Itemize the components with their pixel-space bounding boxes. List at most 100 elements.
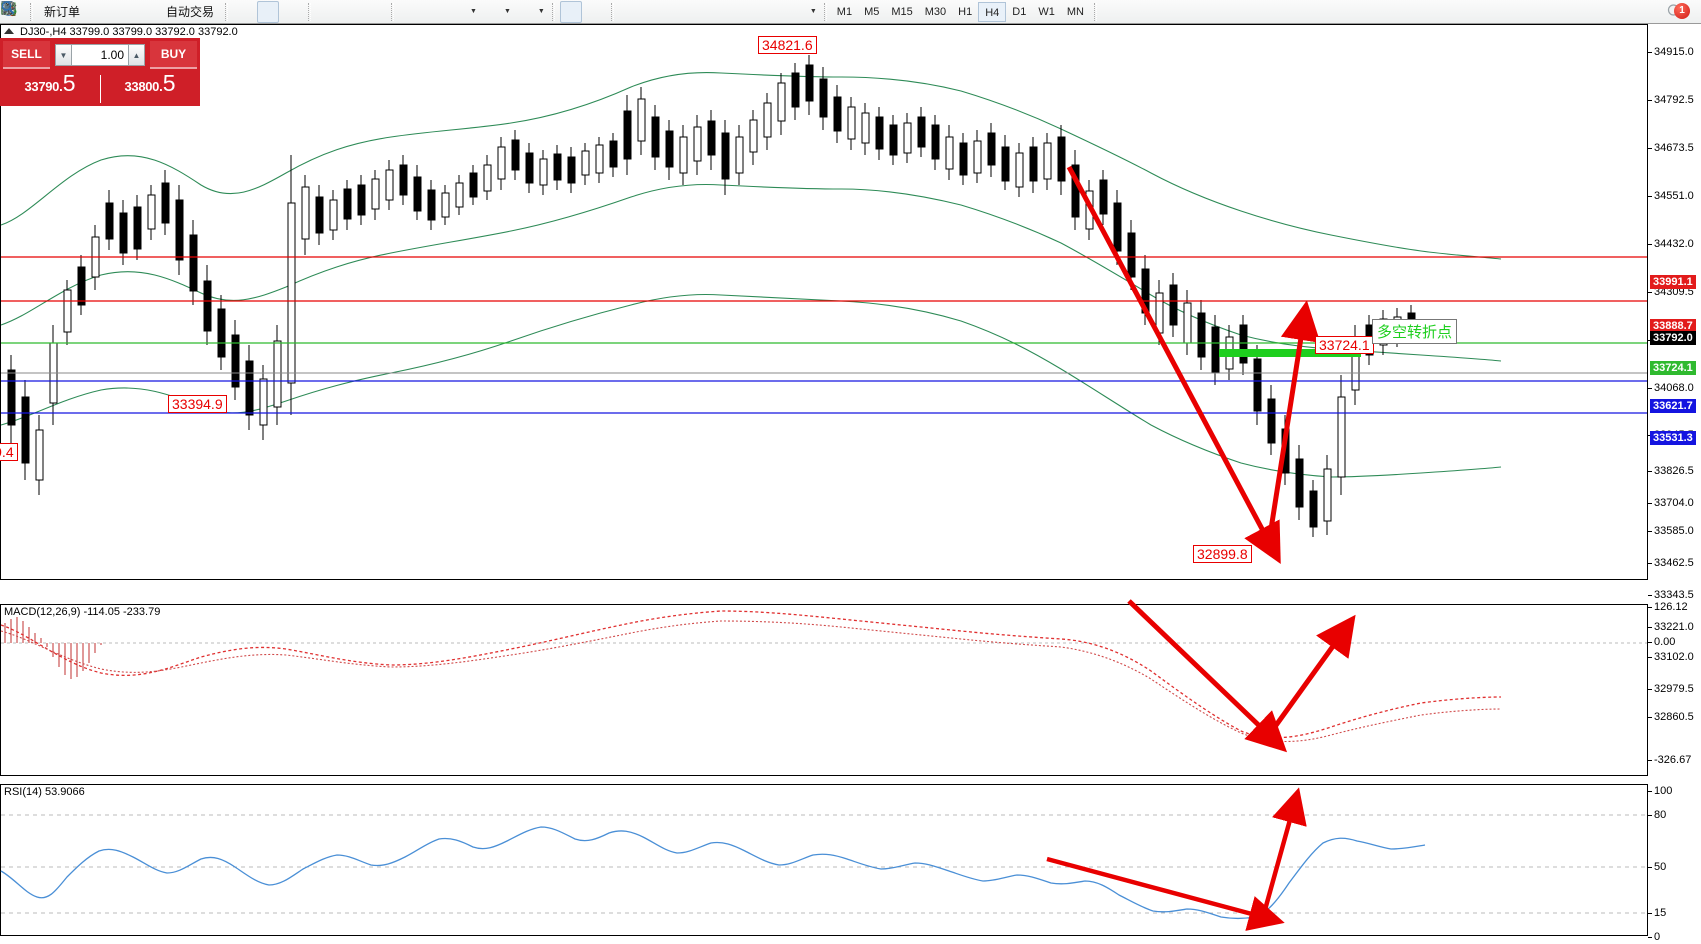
- rsi-uptrend-arrow: [1260, 787, 1307, 918]
- zoom-in-icon[interactable]: [1, 1, 338, 23]
- price-tick: 32979.5: [1648, 683, 1694, 695]
- timeframe-m30[interactable]: M30: [924, 5, 947, 18]
- search-icon[interactable]: [1, 1, 1650, 23]
- trendline-tool-icon[interactable]: [2, 1, 689, 23]
- objects-tool-icon[interactable]: [3, 1, 809, 23]
- macd-chart-svg: [0, 599, 1647, 753]
- price-label-33621[interactable]: 33621.7: [1650, 399, 1696, 413]
- symbol-ohlc-label: DJ30-,H4 33799.0 33799.0 33792.0 33792.0: [20, 26, 238, 38]
- vertical-line-tool-icon[interactable]: [7, 1, 641, 23]
- macd-label: MACD(12,26,9) -114.05 -233.79: [4, 606, 161, 618]
- buy-button[interactable]: BUY: [150, 41, 197, 69]
- timeframe-w1[interactable]: W1: [1038, 5, 1055, 18]
- annotation-33724[interactable]: 33724.1: [1315, 336, 1374, 354]
- horizontal-line-tool-icon[interactable]: [2, 1, 665, 23]
- lot-decrease-button[interactable]: ▼: [55, 44, 72, 66]
- lot-increase-button[interactable]: ▲: [128, 44, 145, 66]
- cursor-tool-icon[interactable]: [4, 0, 582, 23]
- navigator-icon[interactable]: [1, 1, 158, 23]
- price-tick: 34551.0: [1648, 190, 1694, 202]
- price-tick: 34915.0: [1648, 46, 1694, 58]
- macd-pane[interactable]: MACD(12,26,9) -114.05 -233.79: [0, 599, 1648, 776]
- autotrading-label: 自动交易: [166, 5, 215, 19]
- timeframe-m5[interactable]: M5: [864, 5, 880, 18]
- price-tick: 34673.5: [1648, 142, 1694, 154]
- autotrading-button[interactable]: 自动交易: [1, 1, 220, 23]
- terminal-icon[interactable]: [0, 1, 110, 23]
- buy-price-fraction: 5: [162, 70, 176, 96]
- candlestick-chart-icon[interactable]: [1, 0, 280, 23]
- templates-icon[interactable]: [1, 1, 469, 23]
- macd-tick: -326.67: [1647, 754, 1692, 766]
- timeframe-h1[interactable]: H1: [958, 5, 973, 18]
- line-chart-icon[interactable]: [1, 1, 303, 23]
- annotation-34821[interactable]: 34821.6: [758, 36, 817, 54]
- rsi-chart-svg: [0, 787, 1647, 931]
- equidistant-channel-tool-icon[interactable]: E: [2, 1, 713, 23]
- annotation-33394[interactable]: 33394.9: [168, 395, 227, 413]
- chevron-down-icon[interactable]: ▼: [503, 8, 511, 15]
- price-label-33531[interactable]: 33531.3: [1650, 431, 1696, 445]
- annotation-turning-point[interactable]: 多空转折点: [1372, 319, 1458, 344]
- zoom-out-icon[interactable]: [1, 1, 362, 23]
- price-tick: 33462.5: [1648, 557, 1694, 569]
- rsi-tick: 50: [1647, 861, 1667, 873]
- toolbar-separator: [610, 2, 614, 21]
- crosshair-tool-icon[interactable]: [2, 1, 606, 23]
- lot-size-stepper[interactable]: ▼ 1.00 ▲: [55, 43, 145, 67]
- macd-line: [0, 610, 1502, 739]
- price-tick: 34432.0: [1648, 238, 1694, 250]
- chart-shift-icon[interactable]: [1, 1, 445, 23]
- chevron-down-icon[interactable]: ▼: [470, 8, 477, 15]
- lot-size-input[interactable]: 1.00: [72, 44, 128, 66]
- chart-grid-icon[interactable]: [1, 1, 386, 23]
- periodicity-icon[interactable]: [1, 1, 503, 23]
- price-label-current: 33792.0: [1650, 331, 1696, 345]
- timeframe-d1[interactable]: D1: [1012, 5, 1027, 18]
- toolbar-separator: [551, 2, 555, 21]
- one-click-trading-panel[interactable]: SELL ▼ 1.00 ▲ BUY 33790 . 5 33800 . 5: [0, 38, 200, 110]
- chart-expand-icon[interactable]: [4, 28, 14, 34]
- macd-downtrend-arrow: [1127, 599, 1288, 753]
- text-label-tool-icon[interactable]: T: [2, 1, 785, 23]
- price-label-33991[interactable]: 33991.1: [1650, 275, 1696, 289]
- price-axis[interactable]: 34915.0 34792.5 34673.5 34551.0 34432.0 …: [1647, 24, 1701, 944]
- svg-text:E: E: [12, 12, 16, 18]
- macd-tick: 0.00: [1647, 636, 1676, 648]
- timeframe-mn[interactable]: MN: [1066, 5, 1084, 18]
- timeframe-h4[interactable]: H4: [978, 1, 1007, 22]
- bar-chart-icon[interactable]: [1, 1, 255, 23]
- price-tick: 32860.5: [1648, 711, 1694, 723]
- fibonacci-tool-icon[interactable]: F: [3, 1, 737, 23]
- buy-price[interactable]: 33800 . 5: [100, 72, 200, 106]
- text-tool-icon[interactable]: A: [4, 1, 761, 23]
- price-tick: 33343.5: [1648, 589, 1694, 601]
- chart-area[interactable]: DJ30-,H4 33799.0 33799.0 33792.0 33792.0: [0, 24, 1701, 944]
- sell-price[interactable]: 33790 . 5: [0, 72, 100, 106]
- timeframe-m15[interactable]: M15: [891, 5, 913, 18]
- uptrend-arrow: [1266, 300, 1321, 543]
- chevron-down-icon[interactable]: ▼: [537, 8, 545, 15]
- indicators-icon[interactable]: [1, 1, 537, 23]
- svg-text:F: F: [12, 12, 16, 18]
- chevron-down-icon[interactable]: ▼: [809, 8, 817, 15]
- timeframe-m1[interactable]: M1: [836, 5, 853, 18]
- sell-price-dot: .: [59, 79, 63, 94]
- price-label-33888[interactable]: 33888.7: [1650, 319, 1696, 333]
- rsi-line: [0, 826, 1426, 920]
- notification-icon[interactable]: 1: [1665, 1, 1695, 23]
- rsi-pane[interactable]: RSI(14) 53.9066: [0, 784, 1648, 936]
- toolbar-separator: [30, 2, 33, 21]
- price-tick: 33221.0: [1648, 621, 1694, 633]
- price-pane[interactable]: 34821.6 33394.9 33724.1 32899.8 多空转折点 33…: [0, 24, 1648, 580]
- data-window-icon[interactable]: [2, 1, 134, 23]
- sell-button[interactable]: SELL: [3, 41, 50, 69]
- price-tick: 34309.5: [1648, 286, 1694, 298]
- annotation-32899[interactable]: 32899.8: [1193, 545, 1252, 563]
- new-order-button[interactable]: 新订单: [1, 1, 86, 23]
- auto-scroll-icon[interactable]: [1, 1, 421, 23]
- price-tick: 34068.0: [1648, 382, 1694, 394]
- price-label-33724[interactable]: 33724.1: [1650, 361, 1696, 375]
- bollinger-upper-band: [0, 71, 1502, 260]
